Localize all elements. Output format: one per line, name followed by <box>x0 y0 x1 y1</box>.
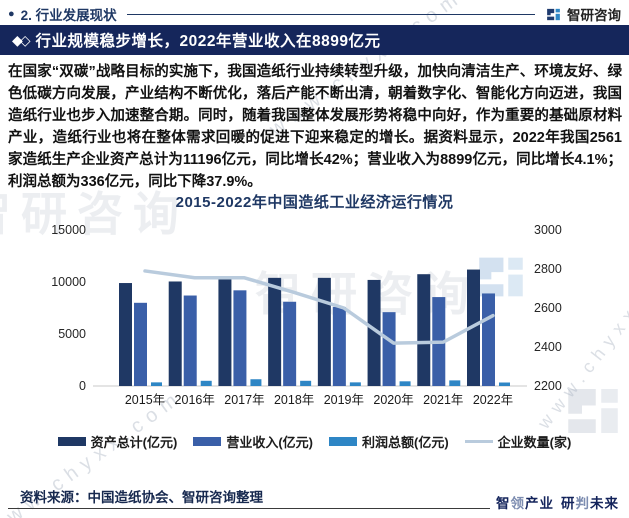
brand-name: 智研咨询 <box>567 8 621 23</box>
bar-1-2019年 <box>332 306 346 386</box>
bar-2-2021年 <box>449 380 461 386</box>
companies-line-icon <box>464 440 493 443</box>
bullet-icon: ● <box>8 8 15 20</box>
legend-item-assets: 资产总计(亿元) <box>57 432 177 451</box>
x-axis-label: 2018年 <box>274 393 314 407</box>
right-axis-tick: 2400 <box>534 340 562 354</box>
bar-2-2018年 <box>300 380 312 386</box>
bar-2-2022年 <box>499 382 510 386</box>
assets-swatch-icon <box>57 437 86 446</box>
bar-1-2020年 <box>382 312 396 386</box>
x-axis-label: 2020年 <box>373 393 413 407</box>
section-title-banner: ◆◇ 行业规模稳步增长，2022年营业收入在8899亿元 <box>0 25 629 55</box>
bar-0-2020年 <box>367 279 381 386</box>
bar-2-2015年 <box>151 382 162 386</box>
bar-0-2019年 <box>317 277 331 386</box>
legend-item-profit: 利润总额(亿元) <box>329 432 449 451</box>
bar-0-2018年 <box>268 277 282 386</box>
bar-1-2018年 <box>283 301 297 386</box>
right-axis-tick: 3000 <box>534 223 562 237</box>
bar-2-2016年 <box>200 380 212 386</box>
banner-title: 行业规模稳步增长，2022年营业收入在8899亿元 <box>35 33 381 50</box>
bar-0-2017年 <box>218 279 232 386</box>
legend-item-revenue: 营业收入(亿元) <box>193 432 313 451</box>
bar-0-2015年 <box>119 283 132 386</box>
bar-2-2019年 <box>349 382 361 386</box>
bar-0-2016年 <box>168 281 182 386</box>
legend-item-companies: 企业数量(家) <box>464 432 571 451</box>
footer-divider <box>8 508 490 509</box>
bar-2-2017年 <box>250 379 262 386</box>
bar-0-2021年 <box>417 274 431 386</box>
right-axis-tick: 2200 <box>534 379 562 393</box>
companies-line-series <box>143 269 495 345</box>
brand-slogan: 智领产业 研判未来 <box>496 496 619 511</box>
bar-1-2022年 <box>482 293 495 386</box>
bar-1-2015年 <box>134 302 147 386</box>
x-axis-label: 2022年 <box>473 393 513 407</box>
left-axis-tick: 0 <box>79 379 86 393</box>
bar-1-2016年 <box>183 295 197 386</box>
x-axis-label: 2015年 <box>125 393 165 407</box>
body-paragraph: 在国家“双碳”战略目标的实施下，我国造纸行业持续转型升级，加快向清洁生产、环境友… <box>8 64 622 190</box>
left-axis-tick: 15000 <box>51 223 86 237</box>
economic-chart: 0 5000 10000 15000 2200 2400 2600 2800 3000 2015年… <box>51 223 562 407</box>
bar-1-2017年 <box>233 290 247 386</box>
chart-legend: 资产总计(亿元) 营业收入(亿元) 利润总额(亿元) 企业数量(家) <box>0 432 629 451</box>
revenue-swatch-icon <box>193 437 222 446</box>
x-axis-label: 2017年 <box>224 393 264 407</box>
bar-2-2020年 <box>399 381 411 386</box>
profit-swatch-icon <box>329 437 357 446</box>
data-source: 资料来源：中国造纸协会、智研咨询整理 <box>20 490 263 505</box>
section-label: 2. 行业发展现状 <box>20 8 117 23</box>
right-axis-tick: 2600 <box>534 301 562 315</box>
left-axis-tick: 5000 <box>58 327 86 341</box>
chart-title: 2015-2022年中国造纸工业经济运行情况 <box>175 194 454 211</box>
brand-logo: 智研咨询 <box>545 4 621 24</box>
x-axis-label: 2019年 <box>324 393 364 407</box>
header-divider <box>126 13 535 15</box>
zhiyan-logo-icon <box>547 8 560 20</box>
right-axis-tick: 2800 <box>534 262 562 276</box>
left-axis-tick: 10000 <box>51 275 86 289</box>
page-header: ● 2. 行业发展现状 智研咨询 <box>8 4 621 24</box>
x-axis-label: 2016年 <box>175 393 215 407</box>
x-axis-label: 2021年 <box>423 393 463 407</box>
diamond-icon: ◆◇ <box>12 31 30 48</box>
